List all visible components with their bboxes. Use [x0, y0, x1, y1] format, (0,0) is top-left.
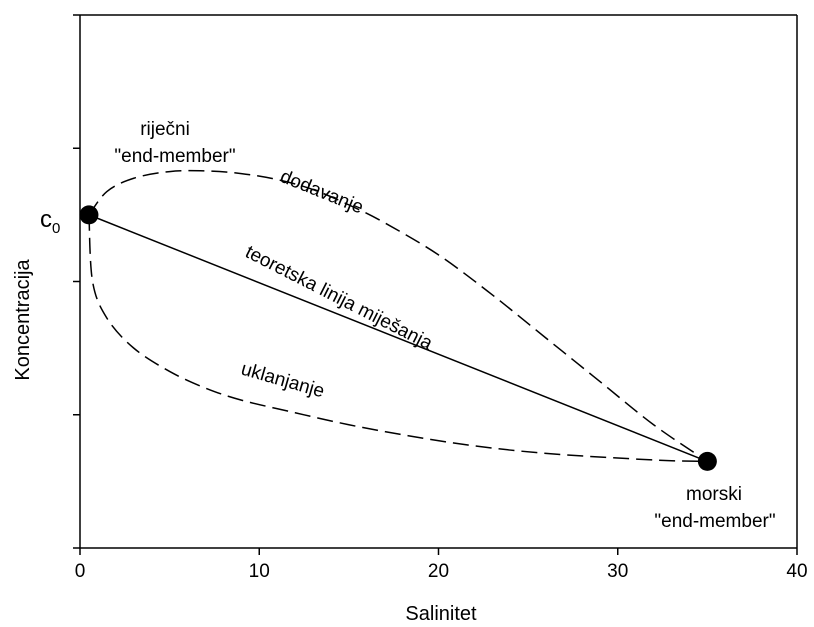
end-member-points: [79, 205, 717, 471]
point-sea: [697, 451, 717, 471]
y-axis-title: Koncentracija: [12, 259, 34, 381]
x-tick-label: 0: [75, 561, 86, 582]
x-ticks: 0 10 20 30 40: [75, 548, 808, 582]
c0-label: c0: [40, 206, 60, 237]
y-ticks: [73, 14, 80, 549]
chart-series: [88, 169, 708, 463]
removal-label: uklanjanje: [239, 359, 327, 403]
x-tick-label: 10: [249, 561, 270, 582]
river-end-member-line2: "end-member": [114, 146, 235, 167]
series-teoretska-linija-miješanja-line: [88, 214, 708, 463]
river-end-member-line1: riječni: [140, 119, 190, 140]
x-tick-label: 20: [428, 561, 449, 582]
c0-label-sub: 0: [52, 220, 60, 237]
addition-label: dodavanje: [277, 166, 366, 218]
sea-end-member-line2: "end-member": [654, 511, 775, 532]
series-uklanjanje-line: [88, 214, 708, 463]
x-axis-title: Salinitet: [405, 603, 477, 625]
x-tick-label: 30: [607, 561, 628, 582]
sea-end-member-line1: morski: [686, 484, 742, 505]
mixing-line-label: teoretska linija miješanja: [242, 242, 436, 355]
c0-label-main: c: [40, 206, 52, 233]
axes: [79, 14, 798, 549]
series-dodavanje-line: [88, 169, 708, 463]
x-tick-label: 40: [786, 561, 807, 582]
point-c0: [79, 205, 99, 225]
